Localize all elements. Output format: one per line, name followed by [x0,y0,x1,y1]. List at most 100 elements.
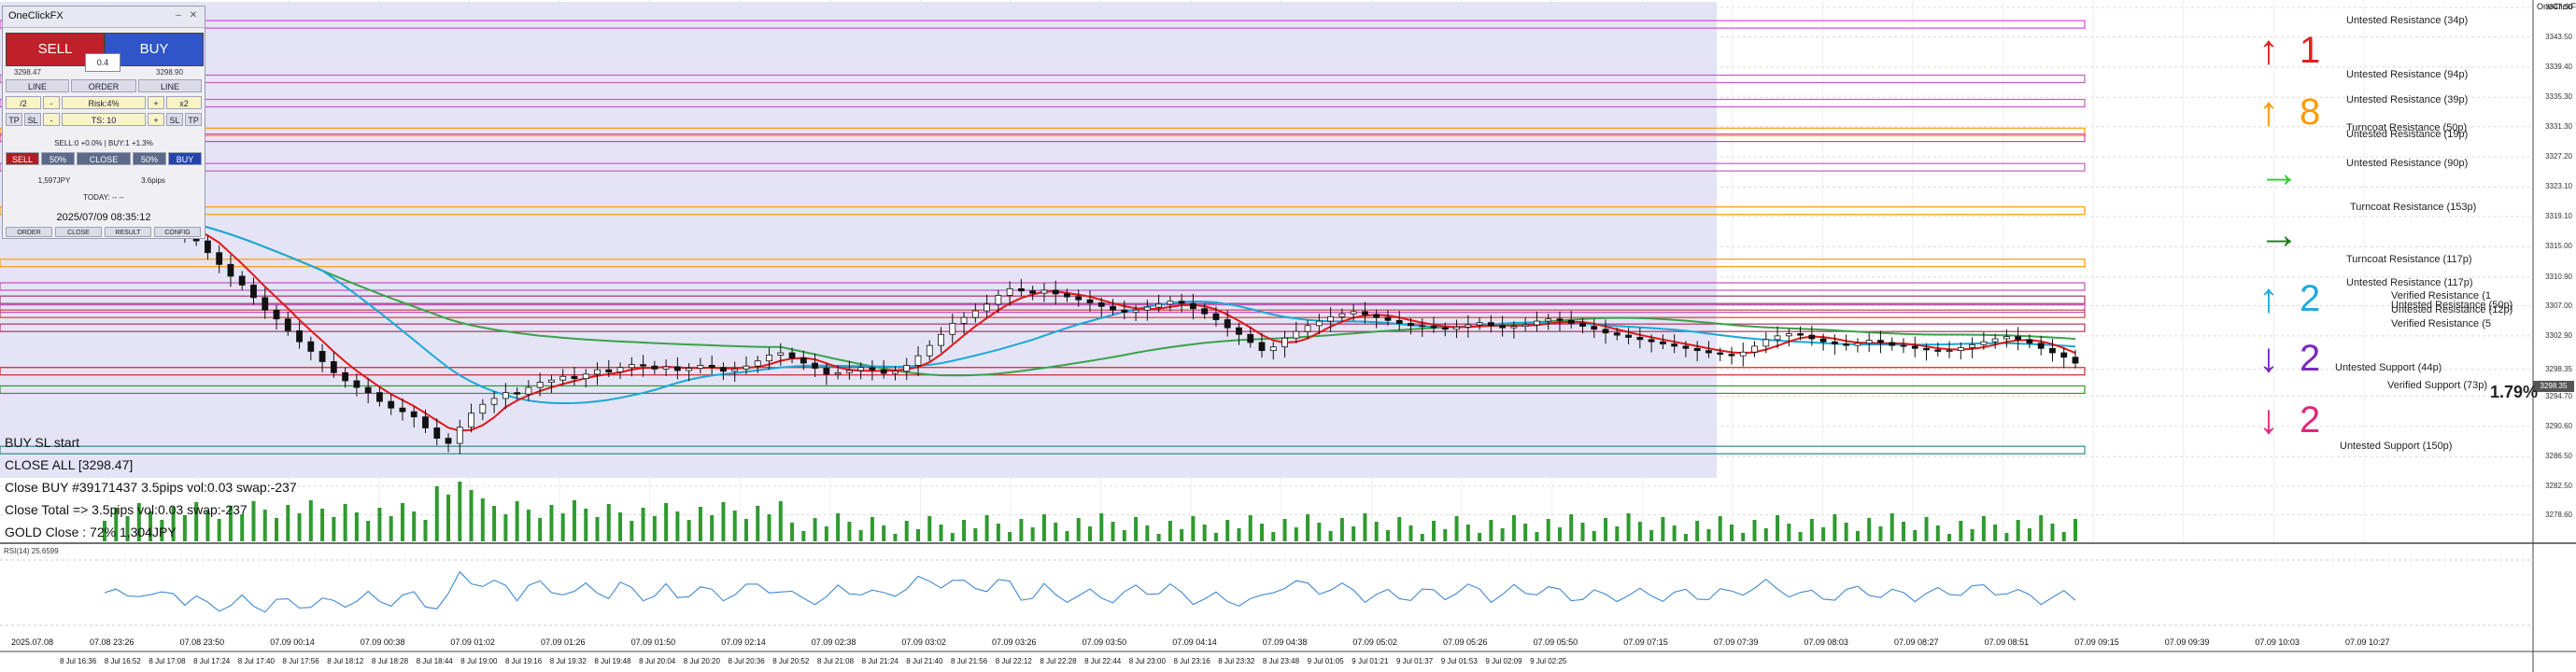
candle-body [1293,330,1300,339]
candle [284,311,291,336]
candle [1269,342,1277,360]
close-half-right-button[interactable]: 50% [133,152,166,165]
oneclick-trade-panel: OneClickFX – ✕ SELL BUY 0.4 3298.47 3298… [2,6,205,239]
candle-body [216,252,223,265]
double-button[interactable]: x2 [166,96,202,109]
candle [1556,311,1564,331]
volume-bar [1282,519,1287,541]
candle [318,343,326,372]
candle [731,361,739,383]
candle [892,366,899,381]
candle-body [1602,329,1609,334]
volume-bar [1408,525,1413,541]
candle-body [227,263,234,277]
volume-bar [836,513,841,541]
candle-body [1408,323,1414,327]
overlay-line-close: Close BUY #39171437 3.5pips vol:0.03 swa… [5,480,297,495]
sr-level-label: Untested Support (150p) [2340,441,2453,453]
lot-size-input[interactable]: 0.4 [85,53,120,72]
order-button[interactable]: ORDER [71,79,136,92]
volume-bar [1500,528,1505,541]
candle [1017,279,1025,297]
candle [1338,308,1346,322]
volume-bar [1213,533,1218,541]
volume-bar [1833,514,1837,541]
volume-bar [962,520,967,541]
candle-body [571,375,578,380]
time-sub-label: 8 Jul 23:16 [1173,657,1210,665]
candle-body [1682,345,1690,349]
candle-body [823,368,830,375]
volume-bar [469,490,474,541]
candle [1522,317,1529,332]
time-axis-start: 2025.07.08 [11,637,54,647]
time-tick-label: 07.09 04:14 [1172,637,1217,647]
candle-body [2049,347,2056,354]
candle-body [708,365,715,369]
tab-close[interactable]: CLOSE [55,227,102,237]
volume-bar [652,516,657,541]
half-button[interactable]: /2 [6,96,41,109]
close-all-button[interactable]: CLOSE [77,152,131,165]
candle [1579,317,1586,334]
tp-left-button[interactable]: TP [6,113,22,126]
price-tick-label: 3282.50 [2545,481,2572,490]
volume-bar [1294,527,1298,541]
time-tick-label: 07.09 09:15 [2074,637,2119,647]
candle [1510,321,1518,339]
line-left-button[interactable]: LINE [6,79,69,92]
tab-config[interactable]: CONFIG [154,227,201,237]
volume-bar [778,501,783,541]
tab-result[interactable]: RESULT [105,227,151,237]
ts-minus-button[interactable]: - [43,113,60,126]
candle [536,372,544,397]
sr-level-zone [0,295,2086,304]
sl-left-button[interactable]: SL [24,113,41,126]
candle [1178,293,1185,313]
candle-body [1991,338,1999,343]
volume-bar [641,508,645,541]
volume-bar [2004,533,2009,541]
close-buy-button[interactable]: BUY [168,152,202,165]
close-sell-button[interactable]: SELL [6,152,39,165]
price-tick-label: 3290.60 [2545,421,2572,430]
candle-body [662,366,670,370]
minimize-icon[interactable]: – [176,10,181,21]
candle-body [984,303,990,312]
strength-count: 1 [2300,30,2321,71]
candle [1969,337,1975,358]
time-tick-label: 07.09 01:02 [450,637,495,647]
time-sub-label: 8 Jul 19:48 [594,657,631,665]
close-icon[interactable]: ✕ [189,10,198,21]
volume-bar [423,520,428,541]
candle [1395,311,1403,330]
sr-level-label: Turncoat Resistance (117p) [2346,253,2472,265]
time-tick-label: 07.08 23:26 [90,637,134,647]
candle [1625,328,1632,344]
time-tick-label: 07.09 09:39 [2164,637,2210,647]
candle [1728,346,1735,365]
volume-bar [1981,516,1986,541]
strength-count: 2 [2300,399,2321,441]
candle-body [1762,339,1770,347]
candle-body [1040,289,1048,294]
volume-bar [1615,526,1620,541]
risk-minus-button[interactable]: - [43,96,60,109]
risk-plus-button[interactable]: + [148,96,164,109]
candle-body [1086,299,1094,303]
overlay-line-total: Close Total => 3.5pips vol:0.03 swap:-23… [5,502,248,517]
volume-bar [1798,532,1803,541]
ts-plus-button[interactable]: + [148,113,164,126]
buy-button[interactable]: BUY [105,33,204,66]
line-right-button[interactable]: LINE [138,79,202,92]
candle-body [1889,342,1896,346]
sl-right-button[interactable]: SL [166,113,183,126]
candle-body [1785,333,1792,337]
tab-order[interactable]: ORDER [6,227,52,237]
candle-body [1212,313,1220,320]
tp-right-button[interactable]: TP [185,113,202,126]
close-half-left-button[interactable]: 50% [41,152,75,165]
volume-bar [1604,518,1608,541]
candle [720,362,727,381]
